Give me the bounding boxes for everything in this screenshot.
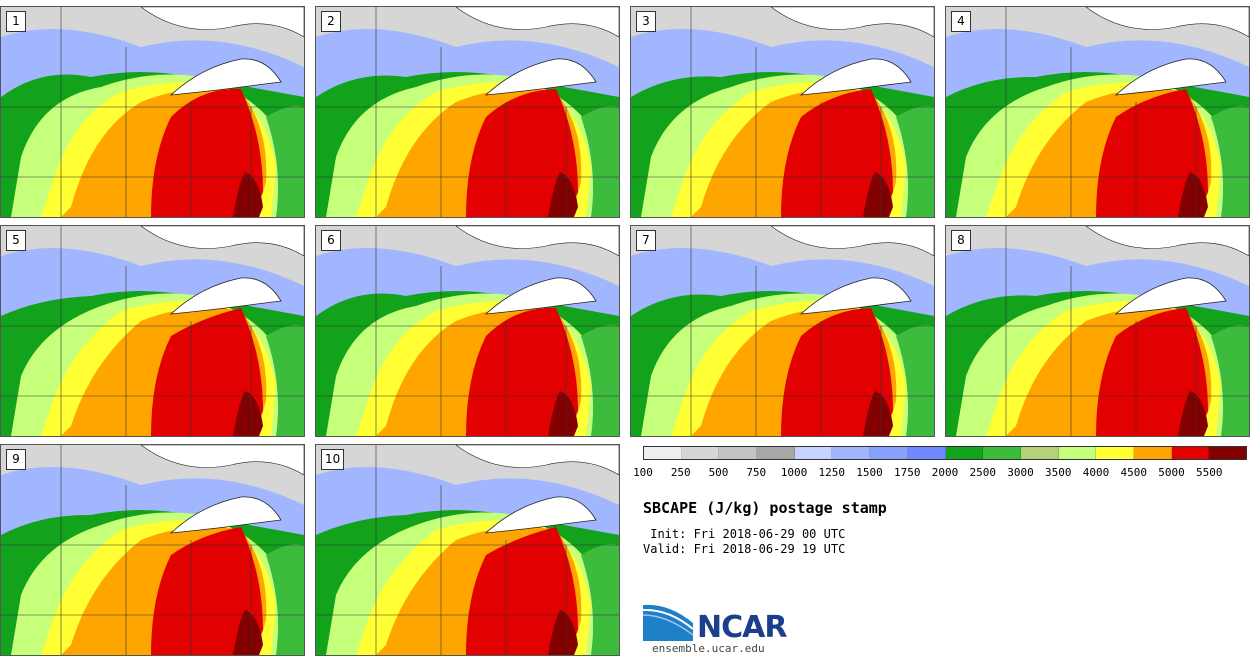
color-scale-tick-label: 250 <box>670 466 691 479</box>
color-scale-tick-label: 5500 <box>1196 466 1223 479</box>
map-panel-6: 6 <box>315 225 620 437</box>
figure-title: SBCAPE (J/kg) postage stamp <box>643 499 887 517</box>
cape-field-map <box>946 7 1249 217</box>
init-time: Init: Fri 2018-06-29 00 UTC <box>643 527 846 541</box>
color-swatch <box>945 447 984 459</box>
color-scale-tick-label: 2000 <box>931 466 959 479</box>
map-panel-8: 8 <box>945 225 1250 437</box>
map-panel-4: 4 <box>945 6 1250 218</box>
panel-label: 9 <box>6 449 26 470</box>
cape-field-map <box>1 445 304 655</box>
color-swatch <box>719 447 758 459</box>
map-panel-7: 7 <box>630 225 935 437</box>
ncar-logo-text: NCAR <box>697 610 787 645</box>
color-scale-tick-label: 3000 <box>1007 466 1034 479</box>
panel-label: 7 <box>636 230 656 251</box>
color-swatch <box>1096 447 1134 459</box>
color-scale-tick-label: 100 <box>633 466 653 479</box>
color-swatch <box>983 447 1021 459</box>
color-scale-tick-label: 1500 <box>856 466 883 479</box>
cape-field-map <box>1 226 304 436</box>
color-swatch <box>1020 447 1059 459</box>
color-scale-tick-label: 1750 <box>894 466 921 479</box>
cape-field-map <box>316 226 619 436</box>
panel-label: 10 <box>321 449 345 470</box>
color-swatch <box>644 447 682 459</box>
color-scale-tick-label: 500 <box>708 466 729 479</box>
color-swatch <box>1209 447 1246 459</box>
color-swatch <box>681 447 720 459</box>
color-swatch <box>1171 447 1210 459</box>
cape-field-map <box>1 7 304 217</box>
color-swatch <box>870 447 908 459</box>
color-scale-tick-label: 2500 <box>969 466 997 479</box>
panel-label: 1 <box>6 11 26 32</box>
ensemble-url: ensemble.ucar.edu <box>652 642 765 655</box>
color-scale-tick-label: 4000 <box>1082 466 1110 479</box>
map-panel-2: 2 <box>315 6 620 218</box>
color-swatch <box>1058 447 1097 459</box>
cape-field-map <box>316 7 619 217</box>
panel-label: 8 <box>951 230 971 251</box>
color-scale-tick-label: 1000 <box>780 466 808 479</box>
color-swatch <box>1133 447 1172 459</box>
color-swatch <box>907 447 946 459</box>
panel-label: 3 <box>636 11 656 32</box>
color-scale-tick-label: 5000 <box>1158 466 1185 479</box>
color-swatch <box>794 447 833 459</box>
color-scale-tick-label: 4500 <box>1120 466 1148 479</box>
color-scale-bar <box>643 446 1247 460</box>
cape-field-map <box>631 226 934 436</box>
cape-field-map <box>946 226 1249 436</box>
map-panel-1: 1 <box>0 6 305 218</box>
panel-label: 4 <box>951 11 971 32</box>
color-scale-ticks: 100 250 500 750 1000 1250 1500 1750 2000 2500 3000… <box>633 466 1247 480</box>
map-panel-10: 10 <box>315 444 620 656</box>
panel-label: 2 <box>321 11 341 32</box>
panel-label: 6 <box>321 230 341 251</box>
map-panel-9: 9 <box>0 444 305 656</box>
ncar-logo-icon <box>643 604 694 641</box>
cape-field-map <box>316 445 619 655</box>
valid-time: Valid: Fri 2018-06-29 19 UTC <box>643 542 846 556</box>
color-scale-tick-label: 750 <box>746 466 767 479</box>
map-panel-3: 3 <box>630 6 935 218</box>
color-scale-tick-label: 3500 <box>1045 466 1072 479</box>
color-swatch <box>757 447 795 459</box>
map-panel-5: 5 <box>0 225 305 437</box>
panel-label: 5 <box>6 230 26 251</box>
cape-field-map <box>631 7 934 217</box>
color-scale-tick-label: 1250 <box>818 466 846 479</box>
color-swatch <box>832 447 871 459</box>
